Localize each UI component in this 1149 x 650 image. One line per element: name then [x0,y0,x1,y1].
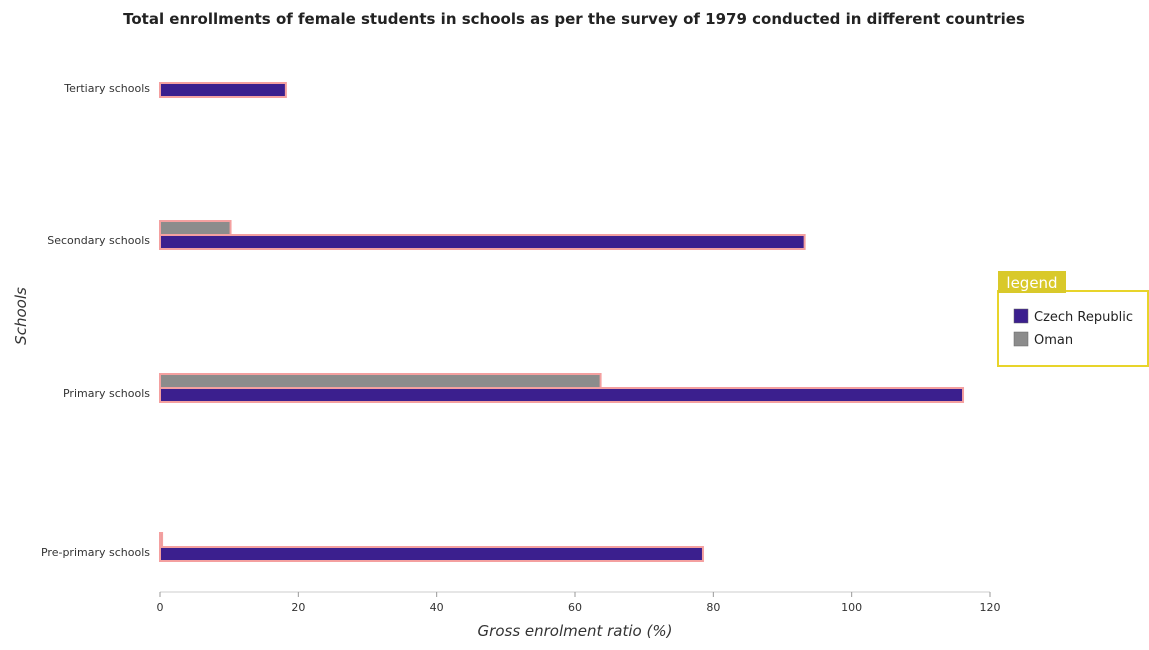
bar [159,387,965,403]
x-tick-label: 60 [568,601,582,614]
bar [159,82,287,98]
bar [159,546,704,562]
legend-title: legend [1006,274,1057,292]
bar [159,234,806,250]
legend-box [997,290,1149,367]
bar [159,220,232,236]
bar [159,532,164,548]
legend-label: Czech Republic [1034,310,1133,325]
legend-items: Czech Republic Oman [1013,308,1133,348]
legend: legend Czech Republic Oman [997,271,1149,367]
bar [159,373,602,389]
x-tick-label: 40 [430,601,444,614]
legend-swatch [1013,331,1029,347]
legend-title-bg [998,271,1066,293]
y-category-label: Tertiary schools [63,82,150,95]
x-axis-ticks: 0 20 40 60 80 100 120 [157,592,1001,614]
plot-area [159,82,990,593]
bars-group [159,82,965,562]
x-tick-label: 80 [706,601,720,614]
y-axis-label: Schools [12,287,30,345]
x-tick-label: 0 [157,601,164,614]
legend-label: Oman [1034,333,1073,348]
y-category-label: Primary schools [63,387,150,400]
legend-swatch [1013,308,1029,324]
chart-title: Total enrollments of female students in … [123,10,1025,28]
y-category-label: Secondary schools [47,234,150,247]
y-axis-categories: Pre-primary schools Primary schools Second… [41,82,150,559]
x-tick-label: 120 [980,601,1001,614]
x-tick-label: 20 [291,601,305,614]
y-category-label: Pre-primary schools [41,546,150,559]
x-axis-label: Gross enrolment ratio (%) [478,622,673,640]
x-tick-label: 100 [841,601,862,614]
